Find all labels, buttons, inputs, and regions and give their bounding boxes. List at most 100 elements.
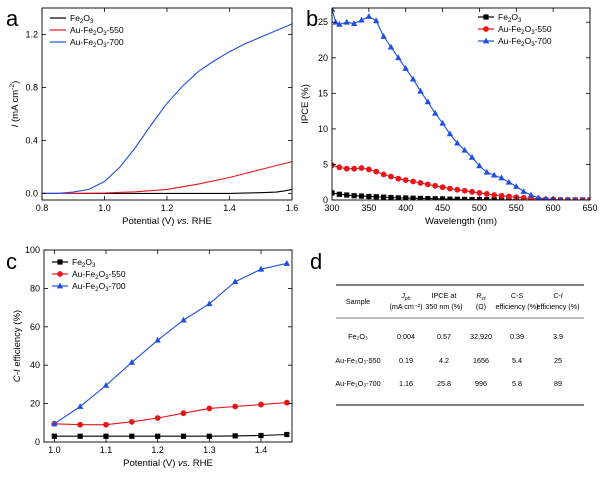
table-cell: Fe₂O₃: [348, 332, 368, 341]
x-tick-label: 550: [509, 203, 524, 213]
data-point: [425, 195, 431, 200]
data-point: [232, 433, 238, 439]
y-tick-label: 80: [30, 283, 40, 293]
y-tick-label: 10: [318, 124, 328, 134]
data-point: [351, 165, 358, 172]
data-point: [258, 401, 264, 408]
data-point: [206, 433, 212, 439]
y-tick-label: 20: [318, 53, 328, 63]
legend-marker: [56, 282, 64, 289]
table-cell: 0.004: [397, 332, 415, 341]
x-tick-label: 500: [472, 203, 487, 213]
table-cell: 89: [554, 379, 562, 388]
data-point: [520, 194, 527, 200]
y-tick-label: 100: [25, 245, 40, 255]
data-point: [283, 260, 291, 266]
data-point: [380, 33, 387, 39]
legend-entry: Au-Fe2O3-700: [72, 281, 126, 293]
y-tick-label: 15: [318, 88, 328, 98]
series-line-2: [42, 23, 292, 194]
data-point: [454, 139, 461, 146]
data-point: [336, 191, 342, 197]
legend-marker: [57, 271, 63, 277]
data-point: [358, 165, 365, 171]
data-point: [498, 192, 505, 199]
series-line-1: [42, 161, 292, 194]
y-tick-label: 0.0: [25, 188, 38, 198]
data-point: [491, 197, 497, 200]
data-point: [206, 405, 213, 412]
y-tick-label: 40: [30, 360, 40, 370]
data-point: [154, 415, 161, 421]
table-cell: 1.16: [399, 379, 413, 388]
x-tick-label: 650: [582, 203, 597, 213]
table-header: C-S: [511, 291, 524, 300]
data-point: [51, 420, 58, 427]
y-tick-label: 60: [30, 322, 40, 332]
data-point: [373, 17, 380, 24]
series-group: [42, 23, 292, 194]
table-header: Rct: [476, 291, 486, 302]
x-tick-label: 1.0: [48, 445, 61, 455]
data-point: [513, 183, 520, 189]
y-axis-label: C-I efficiency (%): [12, 310, 23, 382]
x-tick-label: 1.4: [255, 445, 268, 455]
panel-letter-a: a: [6, 6, 19, 31]
data-point: [454, 186, 461, 193]
table-cell: 4.2: [439, 356, 449, 365]
chart-b-ipce-spectra: 300 350 400 450 500 550 600 650 0 5 10 15 20 25 Wavele…: [300, 7, 598, 227]
chart-c-ci-efficiency: 1.0 1.1 1.2 1.3 1.4 0 20 40 60 80 100 Potential (V)…: [12, 245, 293, 469]
y-tick-label: 25: [318, 17, 328, 27]
data-point: [257, 265, 265, 272]
data-point: [51, 433, 57, 439]
data-point: [180, 433, 187, 439]
legend-marker: [483, 14, 489, 20]
table-header-unit: 350 nm (%): [425, 302, 462, 311]
data-point: [402, 65, 409, 71]
data-point: [103, 433, 109, 439]
y-tick-label: 0.8: [25, 82, 38, 92]
data-point: [447, 185, 453, 192]
table-header: Jph: [400, 291, 410, 302]
data-point: [180, 410, 187, 417]
data-point: [332, 18, 339, 25]
data-point: [180, 316, 187, 323]
data-point: [439, 119, 446, 126]
table-header-unit: efficiency (%): [495, 302, 538, 311]
table-header-unit: (Ω): [476, 302, 486, 311]
data-point: [432, 196, 438, 200]
data-point: [129, 433, 135, 439]
data-point: [573, 196, 578, 200]
data-point: [527, 191, 535, 198]
data-point: [520, 188, 527, 194]
x-tick-label: 350: [361, 203, 376, 213]
data-point: [351, 193, 357, 199]
legend-entry: Au-Fe2O3-550: [70, 25, 124, 37]
x-tick-label: 1.2: [151, 445, 164, 455]
x-tick-label: 1.3: [203, 445, 216, 455]
data-point: [506, 193, 512, 200]
table-cell: 25.8: [437, 379, 451, 388]
data-point: [388, 194, 394, 200]
x-tick-label: 0.8: [36, 203, 49, 213]
data-point: [103, 421, 109, 428]
data-point: [365, 13, 373, 19]
table-header: IPCE at: [432, 291, 457, 300]
data-point: [395, 54, 402, 61]
panel-letter-b: b: [306, 6, 318, 31]
data-point: [77, 421, 84, 428]
x-tick-label: 300: [324, 203, 339, 213]
data-point: [410, 195, 416, 200]
table-header-unit: efficiency (%): [536, 302, 579, 311]
series-line-2: [53, 262, 287, 425]
plot-frame: [331, 7, 591, 201]
data-point: [206, 300, 213, 307]
data-point: [461, 187, 468, 194]
data-point: [373, 168, 380, 175]
data-point: [417, 195, 424, 200]
data-point: [343, 165, 350, 172]
x-tick-label: 1.4: [223, 203, 236, 213]
x-axis-label: Potential (V) vs. RHE: [123, 458, 213, 469]
x-axis-label: Wavelength (nm): [425, 216, 497, 227]
